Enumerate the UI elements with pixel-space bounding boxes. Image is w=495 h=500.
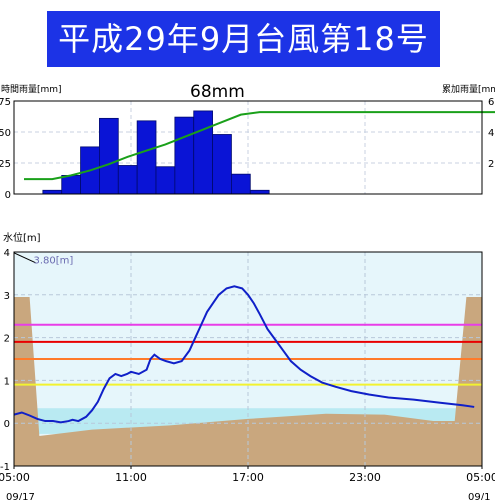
rain-bar [231,173,251,195]
x-tick-label: 05:00 [466,471,495,484]
x-tick-label: 17:00 [232,471,264,484]
rain-bar [61,174,81,195]
cumulative-y-tick-label: 4 [488,128,494,139]
water-level-axis-label: 水位[m] [3,231,41,244]
rain-y-tick-label: 50 [0,128,11,139]
water-y-tick-label: 3 [4,291,10,302]
date-label-end: 09/1 [468,492,490,500]
water-level-line [13,285,475,424]
water-y-tick-label: 4 [4,248,10,259]
water-y-tick-label: 0 [4,419,10,430]
rain-bar [193,110,213,195]
date-label-start: 09/17 [6,492,35,500]
rain-plot-frame [13,100,483,195]
water-y-tick-label: 2 [4,334,10,345]
cumulative-y-tick-label: 6 [488,97,494,108]
water-y-tick-label: -1 [0,462,10,473]
rain-bar [99,117,119,195]
bank-level-label: 3.80[m] [34,256,74,267]
cumulative-y-tick-label: 2 [488,159,494,170]
rain-y-tick-label: 75 [0,97,11,108]
x-tick-label: 23:00 [349,471,381,484]
rain-bar [249,189,270,195]
x-tick-label: 11:00 [115,471,147,484]
rain-y-tick-label: 25 [0,159,11,170]
total-rain-label: 68mm [190,82,245,102]
rain-bar [136,120,157,195]
rain-axis-label: 時間雨量[mm] [1,84,62,95]
rain-y-tick-label: 0 [5,190,11,201]
chart-title: 平成29年9月台風第18号 [47,11,440,67]
cumulative-axis-label: 累加雨量[mm] [442,84,495,95]
rain-bar [174,116,195,195]
water-y-tick-label: 1 [4,376,10,387]
bank-level-line [13,252,36,264]
rain-bar [117,165,138,195]
rain-bar [212,134,232,195]
rain-bar [155,166,176,195]
cumulative-rain-line [24,111,495,181]
rain-bar [42,189,63,195]
x-tick-label: 05:00 [0,471,30,484]
